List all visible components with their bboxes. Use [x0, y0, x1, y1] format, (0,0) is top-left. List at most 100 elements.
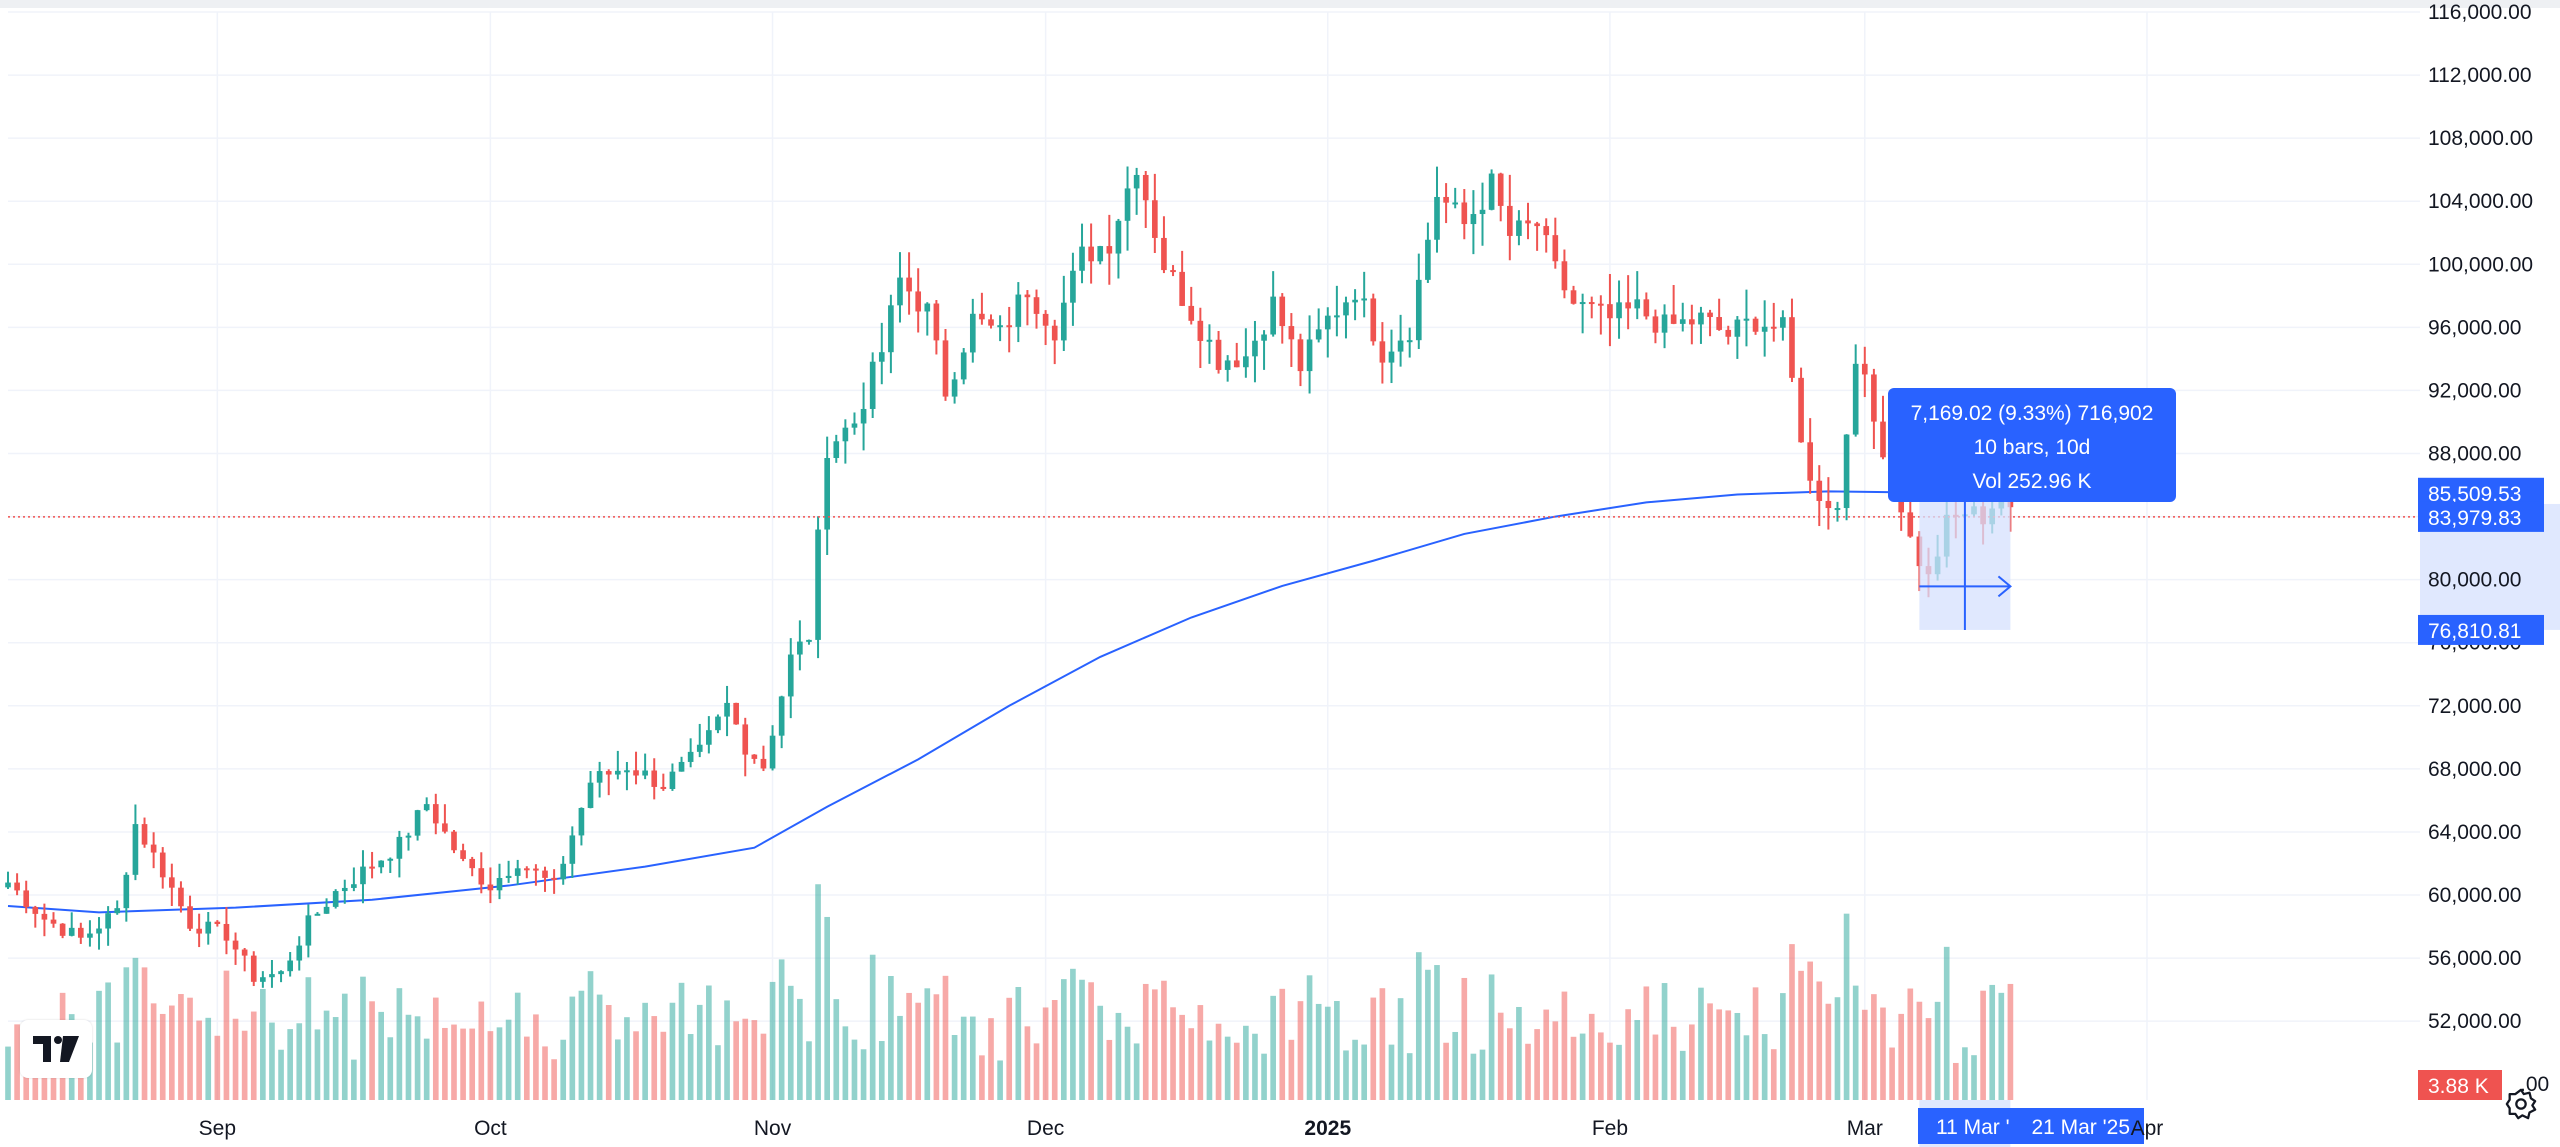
price-tick-label: 92,000.00 [2428, 379, 2521, 402]
volume-bar [396, 988, 403, 1100]
volume-bar [1070, 968, 1076, 1100]
volume-bar [1634, 1020, 1641, 1100]
volume-bar [1470, 1053, 1477, 1100]
volume-bar [314, 1029, 321, 1100]
candle-body [460, 850, 466, 859]
candle-body [1616, 302, 1622, 319]
candle-body [1689, 319, 1695, 325]
price-label-box [2418, 501, 2544, 532]
candle-body [1279, 296, 1286, 327]
candle-body [1270, 296, 1276, 335]
candle-body [1352, 299, 1358, 303]
candle-body [615, 770, 621, 775]
candle-body [1370, 298, 1377, 342]
volume-bar [1625, 1009, 1631, 1100]
candle-body [278, 971, 284, 975]
volume-bar [1279, 988, 1286, 1100]
candle-body [1142, 174, 1149, 201]
volume-bar [1370, 997, 1377, 1100]
candle-body [23, 890, 30, 908]
candle-body [1780, 317, 1786, 328]
volume-bar [1743, 1035, 1750, 1100]
volume-bar [1115, 1012, 1122, 1100]
volume-bar [1816, 981, 1823, 1100]
candle-body [1470, 214, 1477, 225]
volume-bar [1479, 1049, 1486, 1100]
candle-body [505, 875, 512, 879]
candle-body [806, 639, 812, 642]
volume-bar [250, 1011, 257, 1100]
volume-bar [1015, 987, 1022, 1100]
volume-bar [1060, 979, 1067, 1100]
candle-body [432, 804, 439, 824]
candle-body [1770, 326, 1777, 329]
volume-bar [1670, 1026, 1677, 1100]
measure-date-to: 21 Mar '25 [2031, 1116, 2130, 1139]
candle-body [32, 907, 39, 914]
volume-bar [878, 1041, 885, 1100]
volume-bar [1925, 1018, 1932, 1100]
candle-body [5, 882, 11, 888]
volume-bar [1798, 970, 1804, 1100]
candle-body [1670, 314, 1677, 324]
volume-bar [1707, 1003, 1713, 1100]
candle-body [451, 831, 457, 851]
candle-body [533, 868, 539, 871]
candle-body [578, 807, 585, 836]
candle-body [706, 730, 712, 745]
candle-body [951, 379, 958, 397]
volume-bar [1689, 1024, 1695, 1100]
volume-bar [642, 1002, 648, 1100]
candle-body [1761, 326, 1768, 332]
volume-bar [1233, 1042, 1240, 1100]
candle-body [1634, 299, 1641, 309]
candle-body [1843, 434, 1850, 509]
volume-bar [505, 1019, 512, 1100]
candle-body [1042, 313, 1049, 326]
volume-bar [1789, 944, 1795, 1100]
volume-bar [1097, 1005, 1104, 1100]
volume-bar [1334, 1001, 1340, 1100]
candle-body [1880, 421, 1886, 458]
candle-body [1161, 237, 1167, 271]
volume-bars [5, 884, 2014, 1100]
candle-body [132, 824, 139, 875]
volume-bar [888, 976, 894, 1100]
volume-bar [351, 1059, 357, 1100]
time-tick-label: Oct [474, 1117, 507, 1140]
volume-bar [432, 997, 439, 1100]
volume-bar [1780, 993, 1786, 1100]
candle-body [1397, 340, 1404, 352]
volume-bar [724, 1000, 730, 1100]
volume-bar [260, 988, 266, 1100]
candle-body [196, 928, 202, 934]
candle-body [514, 868, 521, 876]
volume-bar [960, 1016, 967, 1100]
volume-bar [369, 1001, 375, 1100]
candle-body [214, 921, 221, 924]
candle-body [1179, 271, 1185, 306]
volume-bar [96, 990, 102, 1100]
candle-body [1197, 320, 1204, 341]
volume-bar [924, 988, 931, 1100]
price-axis: 52,000.00 56,000.00 60,000.00 64,000.00 68,0… [2418, 1, 2549, 1100]
candle-body [141, 824, 148, 845]
volume-bar [1488, 974, 1495, 1100]
price-tick-label: 108,000.00 [2428, 127, 2533, 150]
candle-body [1561, 261, 1568, 291]
candle-body [1598, 303, 1604, 306]
candle-body [1343, 302, 1349, 316]
time-tick-label: Mar [1847, 1117, 1883, 1140]
candle-body [897, 277, 903, 306]
volume-bar [1971, 1055, 1977, 1100]
candle-body [1361, 298, 1368, 301]
volume-bar [869, 954, 876, 1100]
tradingview-logo-icon[interactable] [20, 1020, 92, 1078]
volume-bar [1133, 1043, 1140, 1100]
settings-gear-icon[interactable] [2504, 1087, 2538, 1121]
volume-bar [141, 967, 148, 1100]
volume-bar [150, 1003, 157, 1100]
candle-body [1588, 302, 1595, 305]
